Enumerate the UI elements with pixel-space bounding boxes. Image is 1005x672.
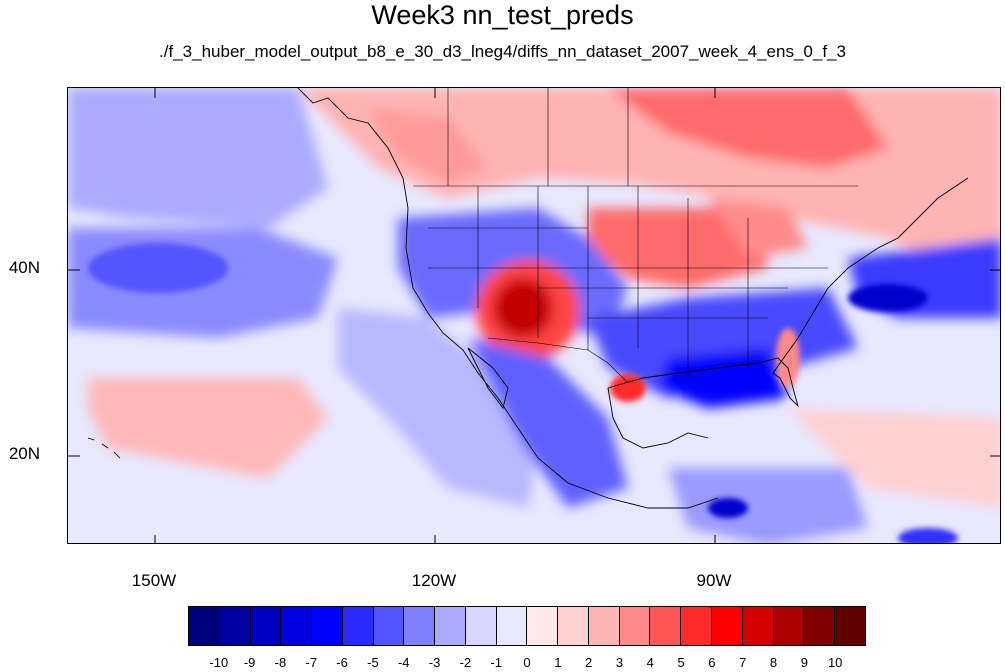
anomaly-field (68, 88, 1000, 543)
chart-title: Week3 nn_test_preds (371, 0, 634, 30)
colorbar-tick-label: -1 (490, 655, 502, 670)
anomaly-detail (88, 243, 958, 543)
baja-peninsula (467, 347, 509, 410)
map-canvas (68, 88, 1000, 543)
colorbar-labels: -10 -9 -8 -7 -6 -5 -4 -3 -2 -1 0 1 2 3 4 5 6 7 8 9 10 (0, 655, 1005, 671)
colorbar-cell (527, 607, 559, 645)
south-edge-cold (898, 528, 958, 543)
mexico-cold (468, 338, 628, 508)
colorbar-tick-label: 0 (523, 655, 531, 670)
political-boundaries (413, 88, 858, 384)
pacific-coastline (297, 88, 719, 509)
colorbar-tick-label: 10 (827, 655, 843, 670)
colorbar-tick-label: -2 (459, 655, 472, 670)
colorbar-tick-label: 2 (585, 655, 593, 670)
axis-ticks (68, 88, 1000, 543)
great-lakes-warm (708, 198, 808, 258)
north-pacific-cool (68, 88, 328, 228)
colorbar-cell (773, 607, 805, 645)
colorbar-tick-label: -10 (209, 655, 229, 670)
gulf-coastline (607, 357, 799, 408)
mexico-gulf-coast (607, 387, 709, 449)
colorbar-tick-label: -7 (305, 655, 318, 670)
pacific-cold-core (88, 243, 228, 293)
subtropical-pacific-warm (88, 378, 328, 478)
atlantic-cold-core (848, 284, 928, 312)
colorbar-tick-label: -9 (243, 655, 256, 670)
southeast-cold (588, 288, 858, 398)
map-plot-area (67, 87, 1001, 544)
colorbar-cell (804, 607, 836, 645)
caribbean-cool (668, 468, 868, 543)
colorbar-tick-label: 7 (739, 655, 747, 670)
colorbar-cell (342, 607, 374, 645)
colorbar-cell (250, 607, 282, 645)
tropical-atlantic-warm (788, 408, 1000, 508)
colorbar-cell (496, 607, 528, 645)
colorbar (188, 606, 866, 646)
colorbar-cell (189, 607, 220, 645)
colorbar-cell (619, 607, 651, 645)
colorbar-cell (219, 607, 251, 645)
colorbar-tick-label: -4 (397, 655, 410, 670)
colorbar-tick-label: -3 (428, 655, 441, 670)
colorbar-tick-label: 6 (708, 655, 716, 670)
central-canada-warm (608, 88, 888, 168)
colorbar-tick-label: 3 (615, 655, 624, 670)
offshore-cool-tongue (338, 308, 538, 508)
hawaii-island-chain (87, 437, 121, 459)
colorbar-tick-label: 9 (800, 655, 808, 670)
y-tick-label-20n: 20N (8, 444, 40, 463)
y-tick-label-40n: 40N (8, 258, 40, 277)
colorbar-tick-label: 1 (554, 655, 562, 670)
florida-warm (776, 328, 800, 388)
colorbar-cell (558, 607, 589, 645)
hawaii-islands (87, 437, 121, 459)
coastlines (297, 88, 969, 509)
caribbean-cold-core (708, 498, 748, 518)
canada-province-lines (447, 88, 629, 186)
colorbar-cell (281, 607, 313, 645)
x-tick-label-120w: 120W (411, 571, 457, 590)
colorbar-cell (465, 607, 497, 645)
colorbar-cell (742, 607, 774, 645)
atlantic-coastline (772, 177, 969, 374)
colorbar-tick-label: 8 (769, 655, 778, 670)
colorbar-cell (373, 607, 405, 645)
colorbar-cell (712, 607, 743, 645)
colorbar-cell (681, 607, 713, 645)
colorbar-tick-label: 5 (677, 655, 685, 670)
colorbar-cell (835, 607, 865, 645)
colorbar-tick-label: -8 (274, 655, 287, 670)
four-corners-warm-core (493, 278, 553, 338)
colorbar-cell (435, 607, 466, 645)
x-tick-label-150w: 150W (131, 571, 177, 590)
colorbar-tick-label: -6 (336, 655, 348, 670)
colorbar-cell (312, 607, 343, 645)
texas-coast-warm (610, 374, 646, 402)
colorbar-cell (588, 607, 620, 645)
colorbar-tick-label: -5 (367, 655, 379, 670)
chart-subtitle: ./f_3_huber_model_output_b8_e_30_d3_lneg… (159, 42, 846, 61)
us-state-lines (428, 186, 828, 378)
x-tick-label-90w: 90W (696, 571, 732, 590)
colorbar-cell (404, 607, 436, 645)
colorbar-tick-label: 4 (646, 655, 654, 670)
western-canada-warm (368, 108, 488, 183)
colorbar-cell (650, 607, 682, 645)
